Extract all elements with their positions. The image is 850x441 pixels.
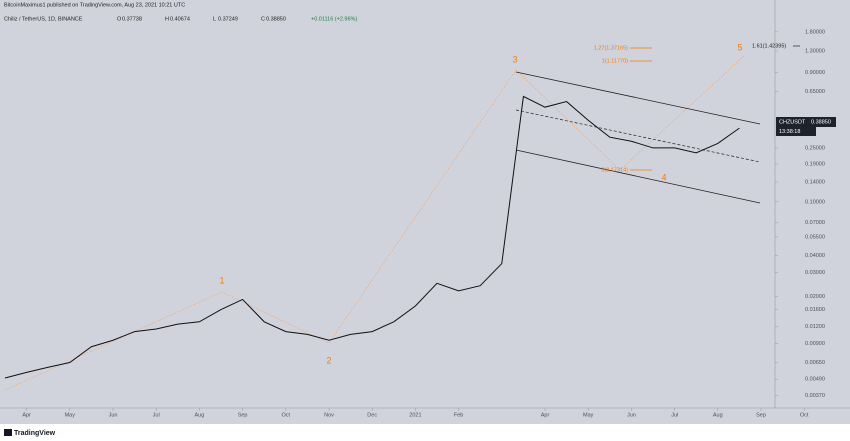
y-tick-label: 0.19000 [805,162,825,168]
y-tick-label: 1.30000 [805,48,825,54]
x-tick-label: Jun [627,412,636,418]
price-line [4,95,740,379]
y-tick-label: 0.10000 [805,199,825,205]
ohlc: O 0.37738 H 0.40674 L 0.37249 C 0.38850 [117,16,286,22]
footer-logo: TradingView [14,430,56,437]
y-tick-label: 0.02000 [805,294,825,300]
x-tick-label: Aug [195,412,205,418]
price-tag [776,117,836,127]
y-tick-label: 0.90000 [805,70,825,76]
wave-label: 3 [512,54,517,64]
y-tick-label: 0.14000 [805,179,825,185]
wave-path [4,54,746,391]
ohlc-label: C [261,16,265,22]
y-tick-label: 0.00650 [805,360,825,366]
x-tick-label: Oct [282,412,291,418]
logo-icon [4,429,12,436]
wave-label: 1 [219,275,224,285]
ohlc-value: 0.40674 [170,16,190,22]
channel-top [515,71,761,125]
change: +0.01116 (+2.96%) [311,16,357,22]
x-tick-label: Jul [153,412,160,418]
footer-bar [0,424,850,441]
price-tag-price: 0.38850 [811,119,831,125]
y-tick-label: 0.04000 [805,253,825,259]
y-tick-label: 0.00370 [805,393,825,399]
x-tick-label: Aug [713,412,723,418]
price-tag-symbol: CHZUSDT [779,119,806,125]
x-tick-label: 2021 [409,412,421,418]
y-tick-label: 0.65000 [805,89,825,95]
x-tick-label: Dec [367,412,377,418]
y-tick-label: 0.00490 [805,377,825,383]
x-tick-label: Oct [800,412,809,418]
fib-label: 1(1.11770) [602,58,628,64]
y-tick-label: 1.80000 [805,29,825,35]
y-tick-label: 0.01200 [805,324,825,330]
ohlc-label: H [165,16,169,22]
x-tick-label: Nov [324,412,334,418]
x-tick-label: Sep [238,412,248,418]
ohlc-value: 0.37738 [122,16,142,22]
y-tick-label: 0.03000 [805,270,825,276]
channel-mid [515,109,761,163]
x-tick-label: Apr [22,412,31,418]
fib-label: 1.61(1.42395) [752,43,786,49]
published: BitcoinMaximus1 published on TradingView… [4,2,185,8]
x-tick-label: Apr [541,412,550,418]
x-tick-label: Sep [756,412,766,418]
price-tag [776,127,816,136]
x-tick-label: Feb [454,412,463,418]
fib-label: 0(0.17314) [601,167,628,173]
y-tick-label: 0.25000 [805,145,825,151]
y-tick-label: 0.01600 [805,307,825,313]
fib-label: 1.27(1.37165) [594,45,628,51]
y-tick-label: 0.05500 [805,234,825,240]
y-tick-label: 0.07000 [805,220,825,226]
x-tick-label: Jun [109,412,118,418]
wave-label: 5 [737,42,742,52]
symbol-title: Chiliz / TetherUS, 1D, BINANCE [4,16,83,22]
x-tick-label: Jul [671,412,678,418]
wave-label: 4 [661,172,666,182]
channel-bottom [515,149,761,204]
x-tick-label: May [583,412,594,418]
ohlc-label: O [117,16,122,22]
ohlc-value: 0.37249 [218,16,238,22]
ohlc-label: L [213,16,216,22]
y-tick-label: 0.00900 [805,341,825,347]
wave-label: 2 [326,355,331,365]
x-tick-label: May [65,412,76,418]
ohlc-value: 0.38850 [266,16,286,22]
countdown: 13:38:18 [779,129,800,135]
